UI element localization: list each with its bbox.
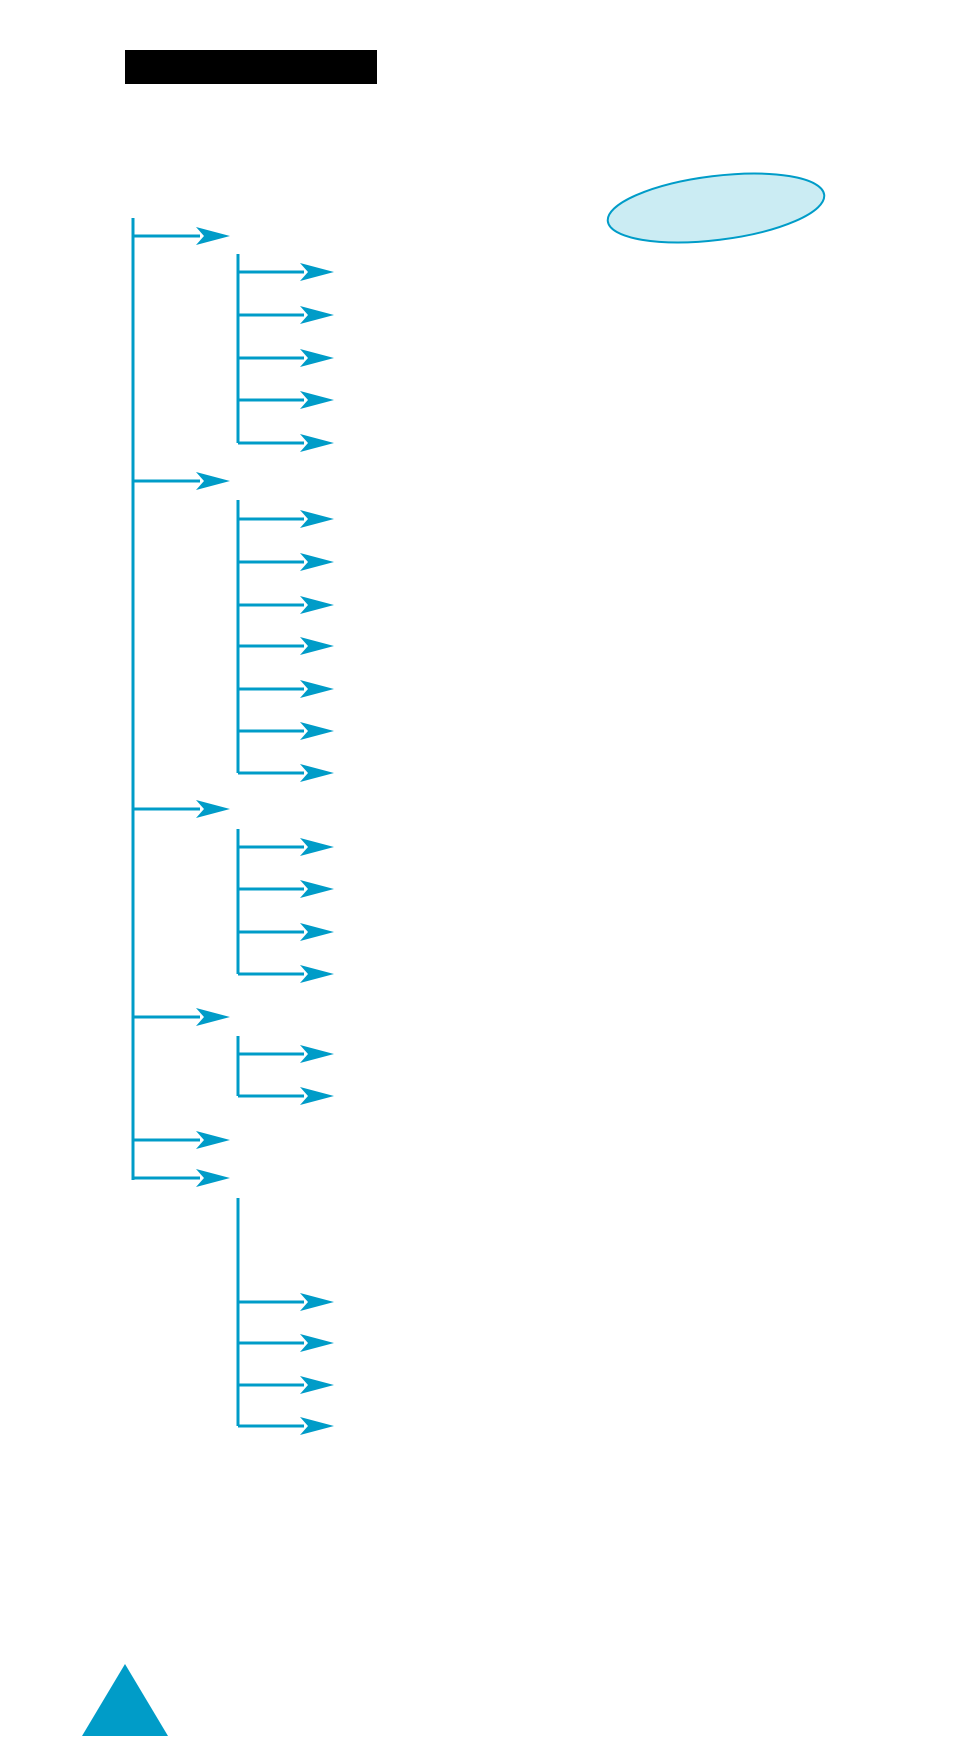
level1-branch-3-arrowhead-icon bbox=[196, 800, 230, 818]
level2-branch-2-3-arrowhead-icon bbox=[300, 596, 334, 614]
level2-branch-2-2-arrowhead-icon bbox=[300, 553, 334, 571]
level2-branch-6-4-arrowhead-icon bbox=[300, 1417, 334, 1435]
level2-branch-3-1-arrowhead-icon bbox=[300, 838, 334, 856]
level2-branch-4-2-arrowhead-icon bbox=[300, 1087, 334, 1105]
level2-branch-1-1-arrowhead-icon bbox=[300, 263, 334, 281]
level2-branch-6-1-arrowhead-icon bbox=[300, 1293, 334, 1311]
level1-branch-1-arrowhead-icon bbox=[196, 227, 230, 245]
tree-lines bbox=[131, 218, 334, 1435]
level2-branch-3-3-arrowhead-icon bbox=[300, 923, 334, 941]
level2-branch-6-3-arrowhead-icon bbox=[300, 1376, 334, 1394]
level2-branch-2-1-arrowhead-icon bbox=[300, 510, 334, 528]
level2-branch-1-2-arrowhead-icon bbox=[300, 306, 334, 324]
oval-callout bbox=[606, 172, 826, 244]
level1-branch-4-arrowhead-icon bbox=[196, 1008, 230, 1026]
level2-branch-2-4-arrowhead-icon bbox=[300, 637, 334, 655]
level1-branch-6-arrowhead-icon bbox=[196, 1169, 230, 1187]
level2-branch-2-5-arrowhead-icon bbox=[300, 680, 334, 698]
level2-branch-4-1-arrowhead-icon bbox=[300, 1045, 334, 1063]
level2-branch-2-6-arrowhead-icon bbox=[300, 722, 334, 740]
level2-branch-3-2-arrowhead-icon bbox=[300, 880, 334, 898]
triangle-marker-icon bbox=[82, 1664, 168, 1736]
level1-branch-5-arrowhead-icon bbox=[196, 1131, 230, 1149]
level2-branch-1-3-arrowhead-icon bbox=[300, 349, 334, 367]
level2-branch-6-2-arrowhead-icon bbox=[300, 1334, 334, 1352]
level2-branch-1-5-arrowhead-icon bbox=[300, 434, 334, 452]
level2-branch-3-4-arrowhead-icon bbox=[300, 965, 334, 983]
title-bar bbox=[125, 50, 377, 84]
level2-branch-1-4-arrowhead-icon bbox=[300, 391, 334, 409]
level2-branch-2-7-arrowhead-icon bbox=[300, 764, 334, 782]
level1-branch-2-arrowhead-icon bbox=[196, 472, 230, 490]
